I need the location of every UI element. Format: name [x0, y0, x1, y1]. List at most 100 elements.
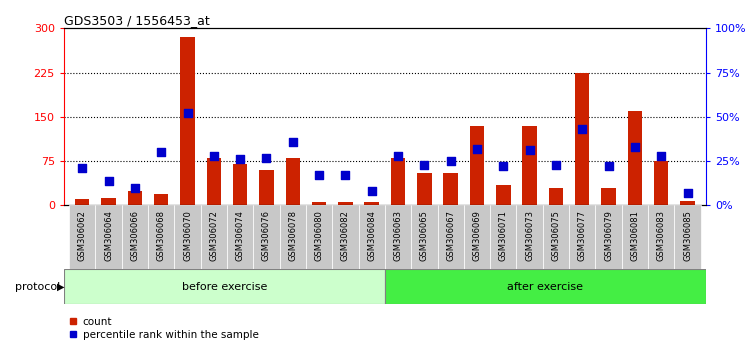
- Point: [261, 155, 273, 160]
- Text: GSM306071: GSM306071: [499, 210, 508, 261]
- Text: GSM306083: GSM306083: [656, 210, 665, 261]
- Bar: [523, 126, 537, 205]
- Text: GSM306076: GSM306076: [262, 210, 271, 261]
- Bar: [543, 205, 569, 269]
- Text: GSM306072: GSM306072: [210, 210, 219, 261]
- Bar: [674, 205, 701, 269]
- Bar: [227, 205, 253, 269]
- Point: [655, 153, 667, 159]
- Point: [129, 185, 141, 190]
- Bar: [464, 205, 490, 269]
- Point: [366, 188, 378, 194]
- Text: before exercise: before exercise: [182, 282, 267, 292]
- Point: [287, 139, 299, 144]
- Bar: [201, 205, 227, 269]
- Bar: [596, 205, 622, 269]
- Text: GSM306075: GSM306075: [551, 210, 560, 261]
- Bar: [95, 205, 122, 269]
- Point: [523, 148, 535, 153]
- Point: [313, 172, 325, 178]
- Point: [155, 149, 167, 155]
- Text: GSM306080: GSM306080: [315, 210, 324, 261]
- Bar: [391, 158, 406, 205]
- Point: [234, 156, 246, 162]
- Text: GSM306065: GSM306065: [420, 210, 429, 261]
- Point: [103, 178, 115, 183]
- Bar: [443, 173, 458, 205]
- Bar: [496, 185, 511, 205]
- Text: GSM306079: GSM306079: [604, 210, 613, 261]
- Bar: [358, 205, 385, 269]
- Point: [497, 164, 509, 169]
- Bar: [259, 170, 273, 205]
- Bar: [128, 190, 142, 205]
- Text: GSM306085: GSM306085: [683, 210, 692, 261]
- Text: GSM306067: GSM306067: [446, 210, 455, 261]
- Bar: [148, 205, 174, 269]
- Bar: [470, 126, 484, 205]
- Bar: [64, 269, 385, 304]
- Bar: [306, 205, 332, 269]
- Bar: [101, 198, 116, 205]
- Bar: [174, 205, 201, 269]
- Point: [681, 190, 693, 196]
- Bar: [654, 161, 668, 205]
- Point: [445, 158, 457, 164]
- Bar: [180, 37, 195, 205]
- Point: [392, 153, 404, 159]
- Bar: [549, 188, 563, 205]
- Point: [629, 144, 641, 150]
- Bar: [312, 202, 327, 205]
- Text: GSM306074: GSM306074: [236, 210, 245, 261]
- Bar: [207, 158, 221, 205]
- Text: GSM306063: GSM306063: [394, 210, 403, 261]
- Text: after exercise: after exercise: [508, 282, 584, 292]
- Bar: [680, 201, 695, 205]
- Bar: [253, 205, 279, 269]
- Point: [418, 162, 430, 167]
- Bar: [628, 111, 642, 205]
- Text: GSM306077: GSM306077: [578, 210, 587, 261]
- Text: GSM306066: GSM306066: [131, 210, 140, 261]
- Bar: [338, 202, 353, 205]
- Text: GSM306081: GSM306081: [630, 210, 639, 261]
- Bar: [122, 205, 148, 269]
- Point: [182, 110, 194, 116]
- Bar: [438, 205, 464, 269]
- Bar: [648, 205, 674, 269]
- Text: ▶: ▶: [57, 282, 65, 292]
- Point: [602, 164, 614, 169]
- Bar: [364, 202, 379, 205]
- Bar: [285, 158, 300, 205]
- Text: GSM306082: GSM306082: [341, 210, 350, 261]
- Point: [208, 153, 220, 159]
- Bar: [569, 205, 596, 269]
- Bar: [575, 73, 590, 205]
- Text: GSM306078: GSM306078: [288, 210, 297, 261]
- Bar: [602, 188, 616, 205]
- Bar: [385, 205, 412, 269]
- Text: GSM306073: GSM306073: [525, 210, 534, 261]
- Point: [77, 165, 89, 171]
- Point: [550, 162, 562, 167]
- Point: [471, 146, 483, 152]
- Text: GSM306064: GSM306064: [104, 210, 113, 261]
- Bar: [517, 205, 543, 269]
- Bar: [75, 199, 89, 205]
- Text: protocol: protocol: [15, 282, 60, 292]
- Point: [339, 172, 351, 178]
- Bar: [279, 205, 306, 269]
- Bar: [622, 205, 648, 269]
- Bar: [154, 194, 168, 205]
- Point: [576, 126, 588, 132]
- Bar: [412, 205, 438, 269]
- Bar: [332, 205, 358, 269]
- Text: GSM306068: GSM306068: [157, 210, 166, 261]
- Bar: [233, 164, 247, 205]
- Bar: [69, 205, 95, 269]
- Text: GDS3503 / 1556453_at: GDS3503 / 1556453_at: [64, 14, 210, 27]
- Text: GSM306070: GSM306070: [183, 210, 192, 261]
- Bar: [490, 205, 517, 269]
- Legend: count, percentile rank within the sample: count, percentile rank within the sample: [69, 317, 258, 340]
- Bar: [385, 269, 706, 304]
